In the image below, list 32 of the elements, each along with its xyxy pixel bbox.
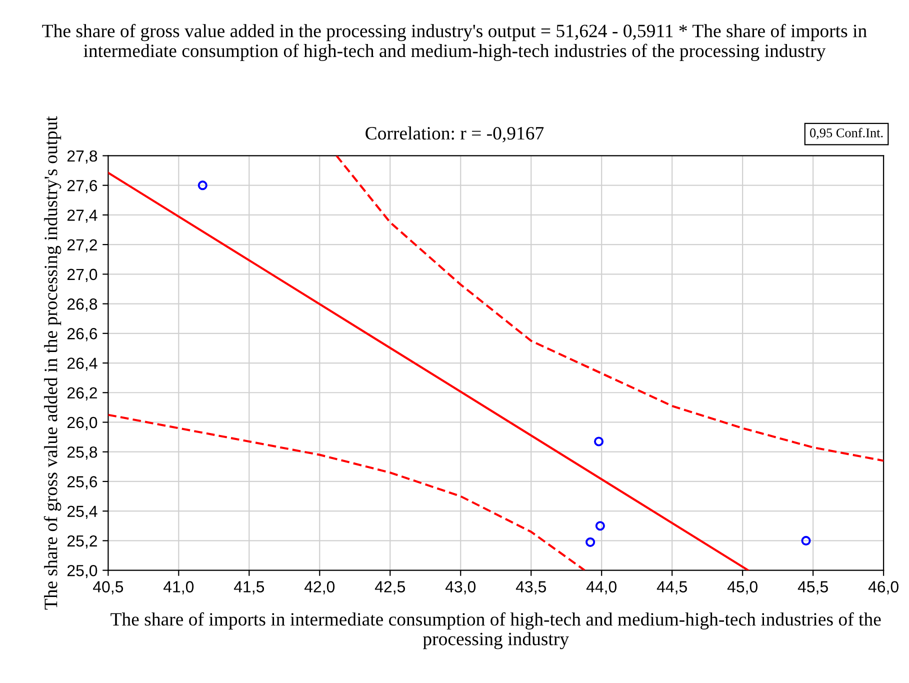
y-tick-label: 27,2 bbox=[67, 239, 97, 252]
y-tick-label: 26,8 bbox=[67, 298, 98, 312]
y-tick-label: 27,8 bbox=[67, 150, 98, 164]
x-axis-title: The share of imports in intermediate consumption of high-tech and medium-high-tech industries of the processing industry bbox=[110, 612, 881, 650]
x-tick-label: 44,0 bbox=[586, 581, 617, 594]
y-tick-label: 25,4 bbox=[67, 506, 98, 519]
x-tick-label: 45,5 bbox=[798, 581, 828, 594]
y-tick-label: 26,0 bbox=[67, 416, 98, 430]
chart-title: The share of gross value added in the processing industry's output = 51,624 - 0,5911 * The share of imports in intermediate consumption of high-tech and medium-high-tech industries of the processing industry bbox=[42, 24, 867, 62]
chart-subtitle: Correlation: r = -0,9167 bbox=[366, 126, 544, 142]
y-tick-label: 27,0 bbox=[67, 268, 98, 282]
x-tick-label: 44,5 bbox=[656, 581, 687, 594]
y-tick-label: 26,6 bbox=[67, 328, 98, 342]
y-tick-label: 27,6 bbox=[67, 180, 98, 194]
y-tick-label: 25,2 bbox=[67, 535, 97, 549]
x-tick-label: 42,0 bbox=[304, 581, 335, 594]
y-tick-label: 27,4 bbox=[67, 210, 98, 223]
x-tick-label: 43,0 bbox=[445, 581, 476, 594]
y-tick-label: 25,0 bbox=[67, 564, 98, 578]
y-tick-label: 26,2 bbox=[67, 387, 97, 400]
x-tick-label: 41,0 bbox=[163, 581, 194, 594]
x-tick-label: 40,5 bbox=[92, 581, 124, 594]
y-tick-label: 25,8 bbox=[67, 446, 98, 460]
x-tick-label: 42,5 bbox=[374, 581, 405, 594]
y-tick-label: 25,6 bbox=[67, 476, 98, 490]
text: 0,95 Conf.Int. bbox=[810, 128, 883, 140]
y-axis-title: The share of gross value added in the processing industry's output bbox=[44, 116, 62, 610]
x-tick-label: 45,0 bbox=[727, 581, 758, 594]
x-tick-label: 46,0 bbox=[868, 581, 898, 594]
y-tick-label: 26,4 bbox=[67, 358, 98, 371]
x-tick-label: 41,5 bbox=[234, 581, 264, 594]
x-tick-label: 43,5 bbox=[516, 581, 546, 594]
